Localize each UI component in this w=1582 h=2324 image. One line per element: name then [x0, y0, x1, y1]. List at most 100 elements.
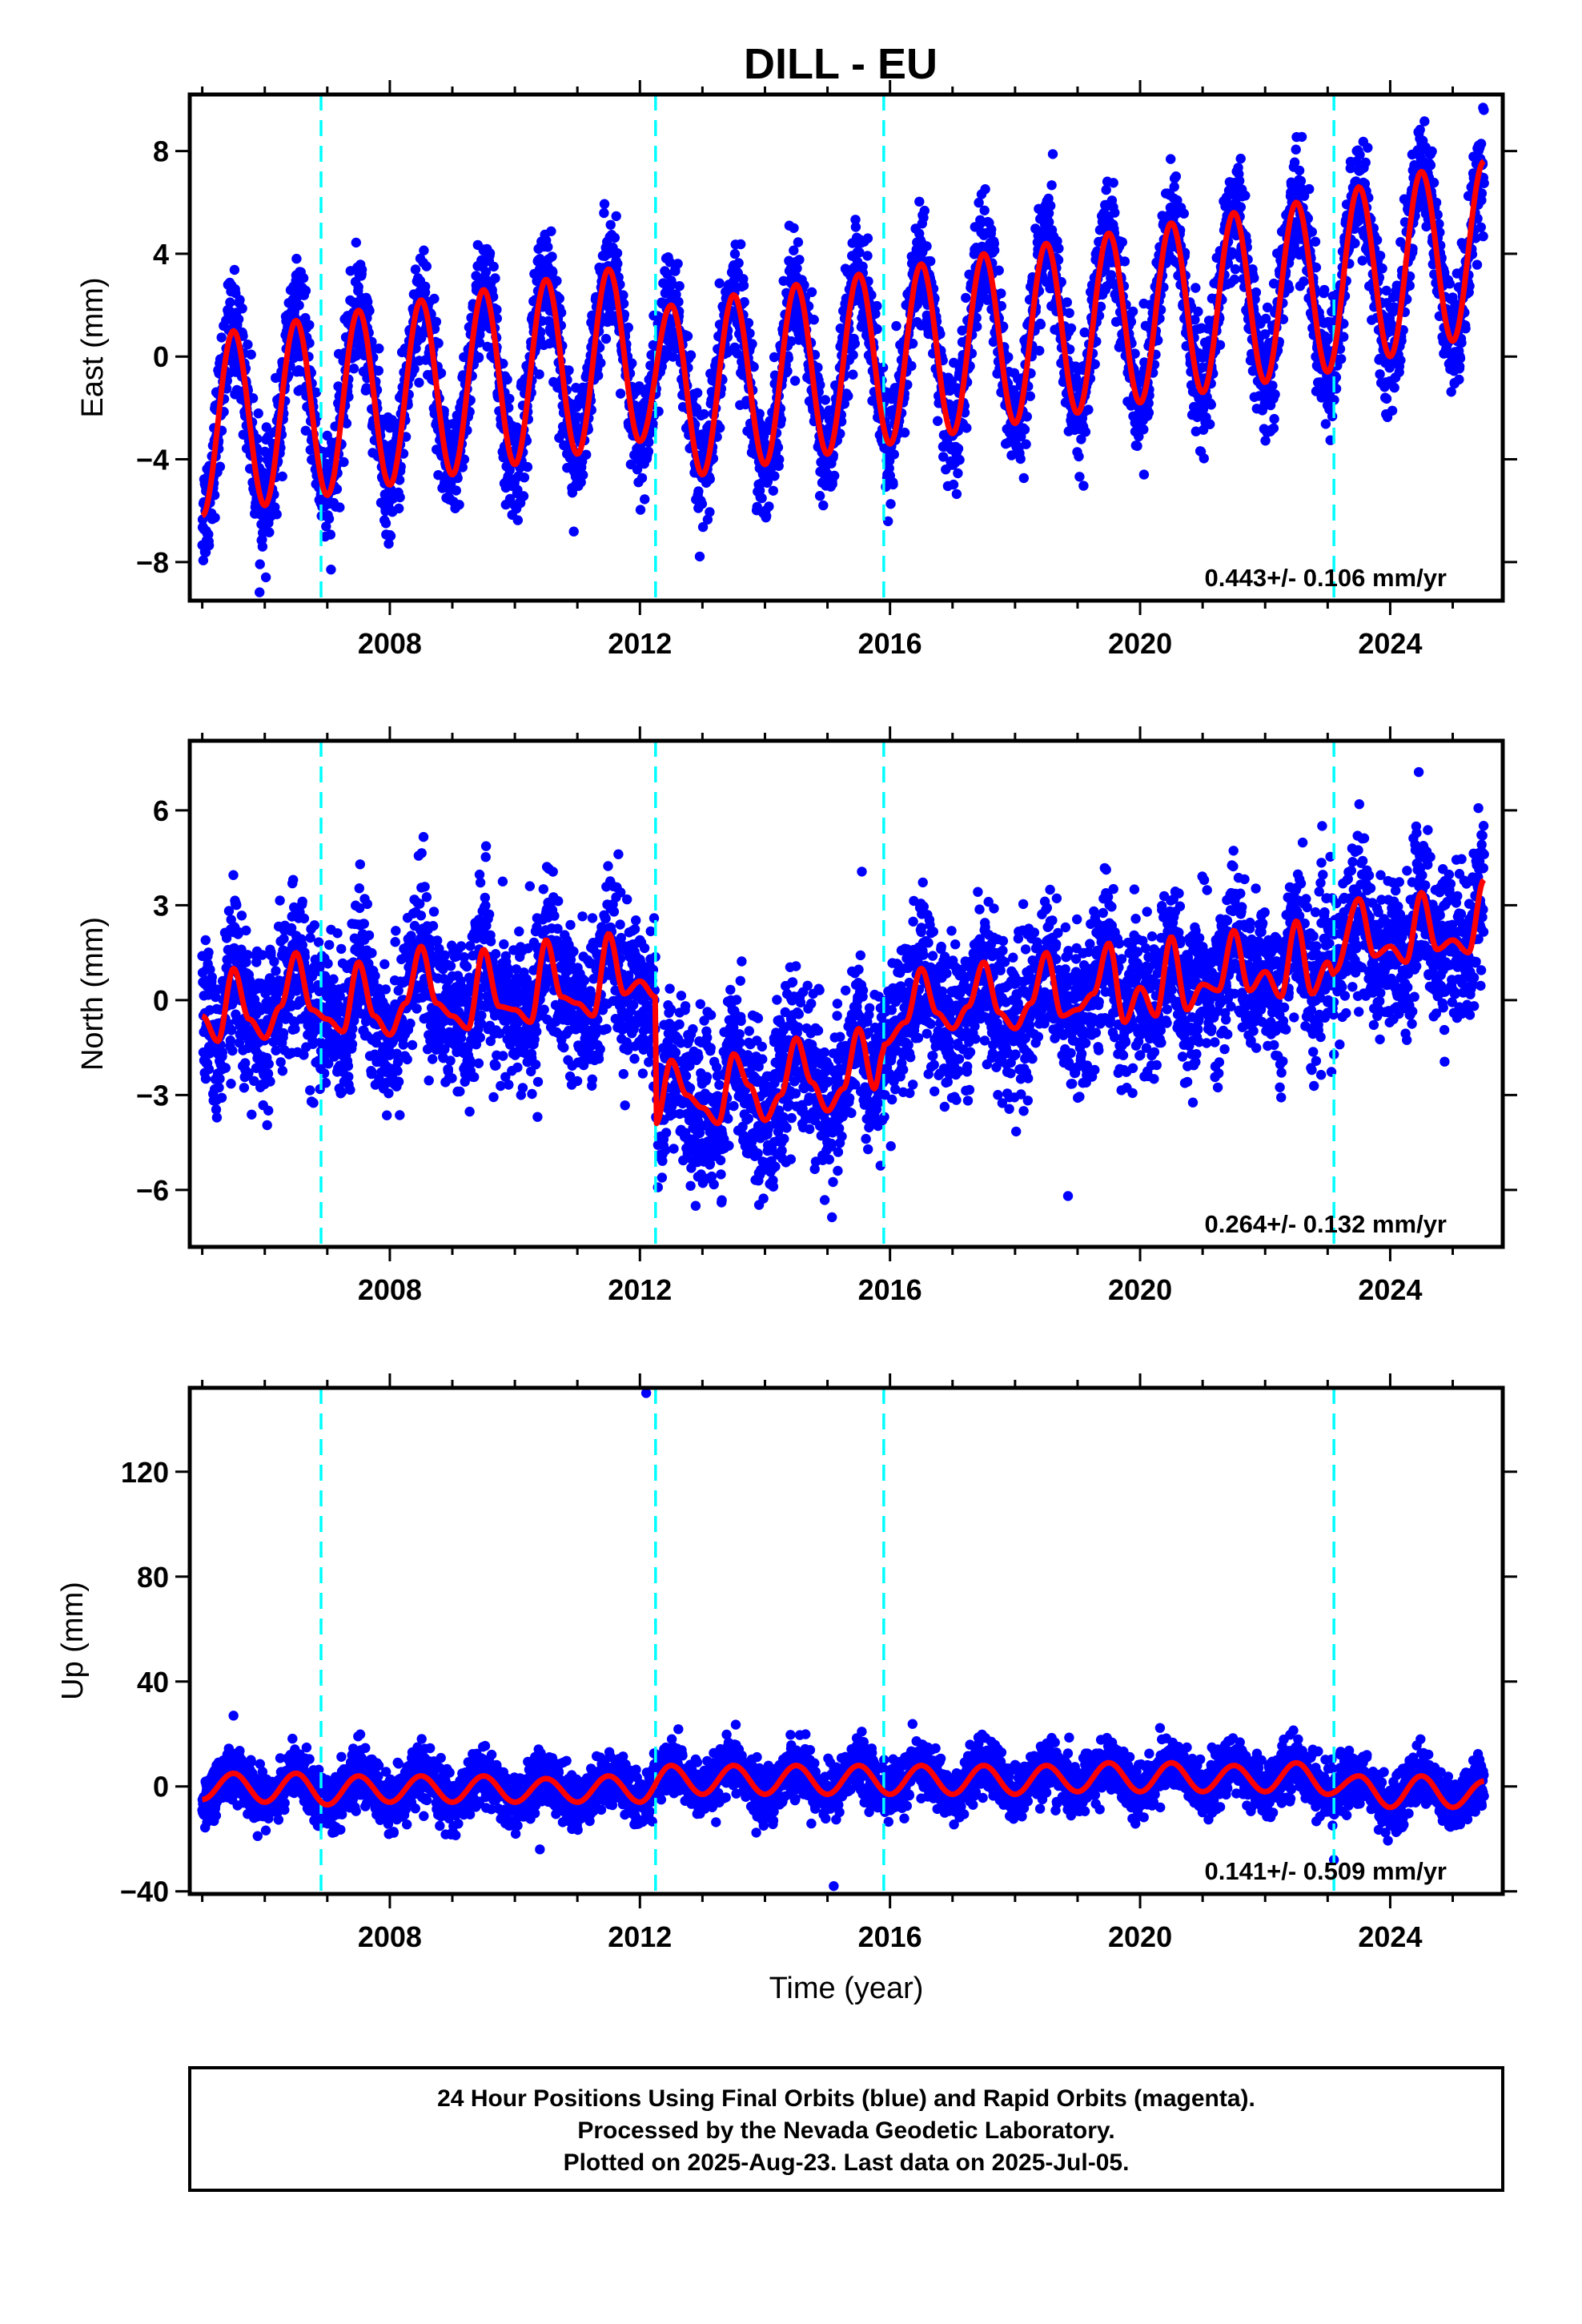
data-point — [198, 555, 209, 565]
data-point — [1381, 393, 1392, 404]
data-point — [1206, 400, 1217, 410]
data-point — [739, 297, 749, 308]
data-point — [888, 479, 898, 490]
data-point — [862, 233, 873, 243]
data-point — [600, 333, 612, 344]
data-point — [953, 444, 964, 454]
data-point — [1166, 154, 1176, 164]
data-point — [1319, 284, 1330, 296]
data-point — [1138, 424, 1149, 435]
data-point — [705, 474, 715, 485]
data-point — [691, 403, 702, 414]
data-point — [380, 518, 391, 529]
data-point — [829, 470, 840, 481]
data-point — [1350, 238, 1360, 248]
data-point — [518, 491, 529, 501]
data-point — [599, 199, 610, 209]
data-point — [761, 511, 772, 521]
data-point — [1235, 153, 1246, 164]
data-point — [253, 408, 263, 419]
data-point — [548, 267, 558, 278]
data-point — [1025, 391, 1036, 401]
data-point — [1047, 149, 1058, 159]
data-point — [926, 255, 936, 267]
data-point — [612, 259, 623, 269]
data-point — [1101, 184, 1111, 195]
data-point — [1193, 306, 1203, 317]
data-point — [1260, 436, 1271, 446]
data-point — [635, 505, 646, 515]
data-point — [1375, 251, 1386, 261]
data-point — [754, 408, 765, 419]
data-point — [543, 242, 553, 252]
data-point — [953, 468, 963, 479]
data-point — [632, 464, 643, 475]
data-point — [394, 503, 404, 514]
data-point — [618, 298, 629, 309]
data-point — [752, 501, 762, 513]
data-point — [682, 331, 693, 341]
data-point — [1235, 175, 1245, 186]
data-point — [374, 344, 384, 354]
data-point — [1083, 404, 1094, 415]
data-point — [1021, 439, 1031, 449]
data-point — [235, 295, 245, 305]
data-point — [1229, 274, 1240, 285]
x-tick-label: 2008 — [358, 627, 422, 660]
data-point — [1327, 411, 1338, 422]
data-point — [237, 304, 247, 314]
data-point — [1235, 202, 1247, 212]
data-point — [341, 418, 352, 428]
data-point — [571, 383, 581, 393]
data-point — [1108, 178, 1118, 188]
data-point — [736, 239, 746, 250]
data-point — [1178, 208, 1190, 219]
data-point — [246, 349, 256, 360]
data-point — [522, 461, 533, 472]
data-point — [640, 494, 650, 505]
data-point — [277, 471, 287, 482]
data-point — [291, 253, 302, 264]
data-point — [814, 491, 825, 501]
data-point — [848, 350, 858, 360]
data-point — [843, 391, 853, 401]
data-point — [627, 358, 637, 368]
data-point — [872, 300, 882, 312]
data-point — [665, 257, 675, 267]
data-point — [673, 296, 684, 308]
data-point — [1080, 427, 1091, 437]
data-point — [581, 449, 592, 460]
data-point — [1339, 332, 1349, 342]
data-point — [773, 442, 784, 452]
data-point — [636, 472, 648, 484]
data-point — [325, 529, 335, 540]
data-point — [818, 500, 829, 511]
data-point — [1284, 283, 1295, 294]
data-point — [668, 352, 678, 362]
data-point — [552, 275, 562, 286]
data-point — [488, 261, 499, 272]
data-point — [623, 322, 633, 333]
data-point — [298, 273, 309, 283]
data-point — [885, 499, 896, 509]
data-point — [1110, 207, 1120, 218]
data-point — [764, 501, 774, 512]
data-point — [794, 255, 805, 265]
data-point — [395, 492, 405, 503]
data-point — [827, 479, 837, 489]
data-point — [233, 314, 244, 324]
data-point — [862, 251, 873, 261]
data-point — [339, 456, 349, 468]
data-point — [891, 320, 901, 332]
data-point — [1064, 308, 1074, 319]
data-point — [793, 237, 804, 247]
data-point — [789, 223, 799, 233]
x-tick-label: 2024 — [1358, 627, 1422, 660]
data-point — [782, 366, 793, 376]
data-point — [980, 184, 990, 195]
data-point — [1270, 389, 1280, 400]
data-point — [643, 446, 654, 456]
data-point — [697, 499, 708, 509]
data-point — [351, 237, 361, 248]
